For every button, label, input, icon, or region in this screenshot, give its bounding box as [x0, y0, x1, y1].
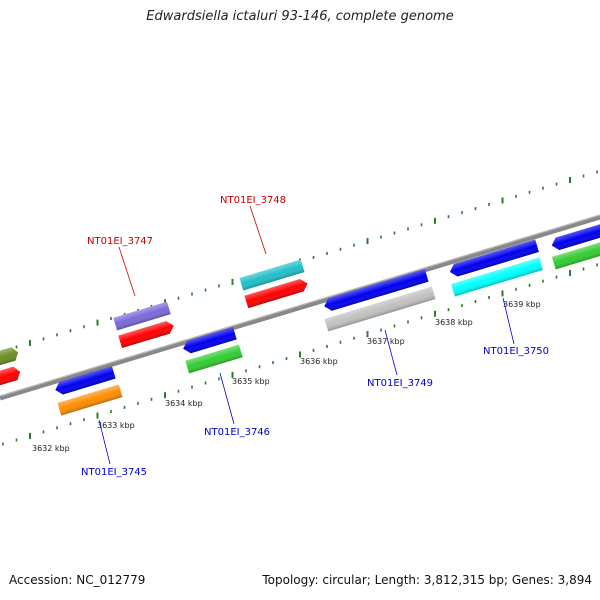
gene-3747-block[interactable]: [113, 301, 171, 331]
gene-3746-arrow[interactable]: [181, 326, 237, 355]
gene-label-3750[interactable]: NT01EI_3750: [483, 346, 549, 357]
gene-label-3748[interactable]: NT01EI_3748: [220, 195, 286, 206]
lower-dotted-guide: [2, 263, 598, 446]
tick-labels: 3632 kbp 3633 kbp 3634 kbp 3635 kbp 3636…: [32, 300, 541, 453]
gene-labels: NT01EI_3745 NT01EI_3746 NT01EI_3747 NT01…: [81, 195, 549, 478]
gene-label-3747[interactable]: NT01EI_3747: [87, 236, 153, 247]
cds-3748-arrow[interactable]: [244, 277, 309, 309]
gene-3750-arrow[interactable]: [448, 239, 539, 278]
tick-label-3639: 3639 kbp: [503, 300, 541, 309]
gene-label-3749[interactable]: NT01EI_3749: [367, 378, 433, 389]
cds-3750-block[interactable]: [451, 257, 543, 297]
partial-left-upper-arrow[interactable]: [0, 346, 20, 374]
leader-3750: [502, 297, 515, 345]
tick-label-3634: 3634 kbp: [165, 399, 203, 408]
feature-track: [0, 216, 600, 416]
map-title: Edwardsiella ictaluri 93-146, complete g…: [146, 9, 454, 24]
topology-summary: Topology: circular; Length: 3,812,315 bp…: [262, 573, 592, 587]
gene-3745-arrow[interactable]: [53, 366, 116, 396]
leader-3747: [118, 246, 136, 297]
cds-3749-block[interactable]: [324, 286, 436, 332]
partial-right-cds-block[interactable]: [551, 232, 600, 270]
gene-3748-block[interactable]: [239, 259, 305, 291]
accession-text: Accession: NC_012779: [9, 573, 146, 587]
tick-label-3635: 3635 kbp: [232, 377, 270, 386]
partial-right-gene-arrow[interactable]: [550, 216, 600, 252]
tick-label-3638: 3638 kbp: [435, 318, 473, 327]
cds-3747-arrow[interactable]: [118, 319, 175, 349]
leader-lines: [98, 205, 515, 465]
cds-3745-block[interactable]: [57, 384, 123, 416]
gene-3749-arrow[interactable]: [322, 269, 429, 312]
leader-3746: [219, 372, 235, 425]
leader-3745: [98, 419, 111, 465]
genome-backbone-highlight: [0, 214, 600, 397]
tick-label-3636: 3636 kbp: [300, 357, 338, 366]
partial-left-upper-cds-arrow[interactable]: [0, 365, 22, 394]
tick-label-3632: 3632 kbp: [32, 444, 70, 453]
gene-label-3745[interactable]: NT01EI_3745: [81, 467, 147, 478]
cds-3746-block[interactable]: [185, 344, 243, 374]
genome-backbone: [0, 214, 600, 401]
leader-3748: [249, 205, 267, 255]
tick-label-3637: 3637 kbp: [367, 337, 405, 346]
tick-label-3633: 3633 kbp: [97, 421, 135, 430]
leader-3749: [384, 329, 398, 376]
gene-label-3746[interactable]: NT01EI_3746: [204, 427, 270, 438]
